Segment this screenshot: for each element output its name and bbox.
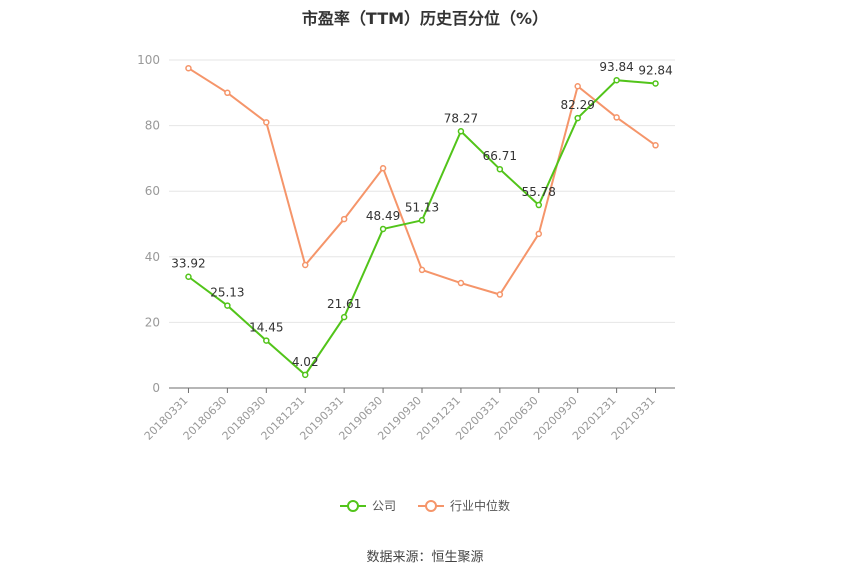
data-point [613,76,620,84]
data-label: 33.92 [171,257,205,271]
data-label: 21.61 [327,297,361,311]
legend-marker-icon [339,499,366,512]
data-point [457,128,465,135]
data-point [574,82,581,90]
legend-label: 公司 [371,499,396,513]
data-point [613,114,620,121]
data-point [263,337,270,344]
data-point [418,266,426,274]
legend-marker-icon [418,499,444,512]
data-point [340,215,348,223]
y-tick-label: 0 [152,381,160,395]
data-point [379,164,387,172]
y-tick-label: 80 [145,119,160,133]
legend-item[interactable]: 行业中位数 [418,497,510,514]
y-tick-label: 20 [145,315,160,329]
data-label: 93.84 [599,60,633,74]
data-label: 92.84 [638,63,672,77]
data-point [535,201,543,209]
data-point [301,261,309,269]
data-point [457,279,465,287]
data-point [496,165,504,173]
data-point [340,313,348,321]
data-label: 78.27 [444,111,478,125]
chart-title: 市盈率（TTM）历史百分位（%） [301,9,549,28]
data-point [263,119,270,126]
data-point [379,225,387,233]
data-label: 55.78 [522,185,556,199]
data-point [224,302,231,309]
data-label: 51.13 [405,200,439,214]
data-point [301,371,309,379]
chart-legend: 公司 行业中位数 [0,497,850,514]
data-label: 14.45 [249,321,283,335]
data-point [574,114,581,122]
data-point [535,230,543,238]
data-point [185,273,192,280]
data-label: 82.29 [561,98,595,112]
y-tick-label: 100 [137,53,160,67]
data-label: 66.71 [483,149,517,163]
data-point [418,217,426,224]
data-source-note: 数据来源：恒生聚源 [366,550,484,565]
data-point [652,142,659,149]
legend-item[interactable]: 公司 [339,497,396,514]
data-point [496,291,504,298]
data-point [185,64,192,72]
data-point [224,89,231,97]
data-point [652,80,659,87]
y-tick-label: 40 [145,250,160,264]
data-label: 4.02 [292,355,319,369]
legend-label: 行业中位数 [450,499,511,513]
data-label: 25.13 [210,286,244,300]
y-tick-label: 60 [145,184,160,198]
data-label: 48.49 [366,209,400,223]
